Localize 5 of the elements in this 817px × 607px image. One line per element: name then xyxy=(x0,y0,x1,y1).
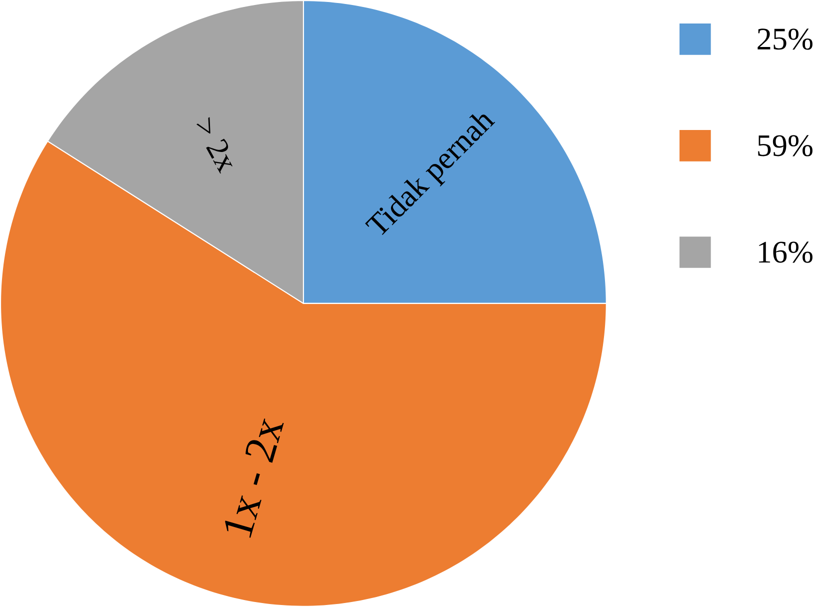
legend-label: 59% xyxy=(758,135,812,156)
text: > 2x xyxy=(196,117,232,174)
text: 1x - 2x xyxy=(225,418,284,538)
legend-label: 25% xyxy=(758,28,812,50)
legend-label: 16% xyxy=(759,242,812,263)
